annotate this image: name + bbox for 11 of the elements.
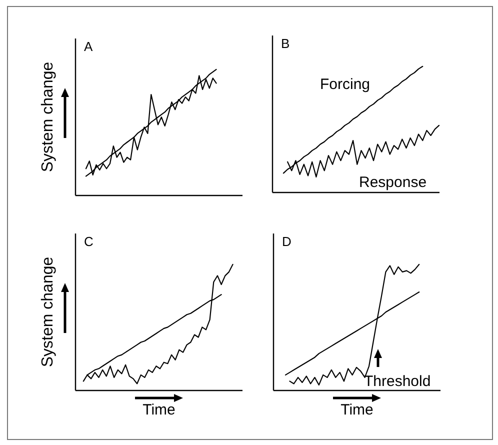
x-axis-title: Time (142, 402, 176, 418)
chart-title: A (84, 39, 93, 54)
series-label: Forcing (320, 76, 370, 93)
x-axis-title: Time (340, 402, 374, 418)
chart-title: D (282, 234, 292, 249)
y-axis-title: System change (40, 62, 56, 172)
series-label: Response (359, 174, 427, 191)
chart-title: B (281, 36, 290, 51)
y-axis-title: System change (40, 256, 56, 368)
chart-title: C (84, 234, 94, 249)
annotation: Threshold (364, 373, 431, 390)
